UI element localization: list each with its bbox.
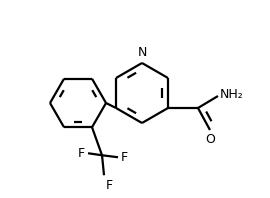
- Text: NH₂: NH₂: [220, 89, 244, 102]
- Text: F: F: [106, 179, 113, 192]
- Text: O: O: [205, 133, 215, 146]
- Text: N: N: [137, 46, 147, 59]
- Text: F: F: [78, 147, 85, 160]
- Text: F: F: [121, 151, 128, 164]
